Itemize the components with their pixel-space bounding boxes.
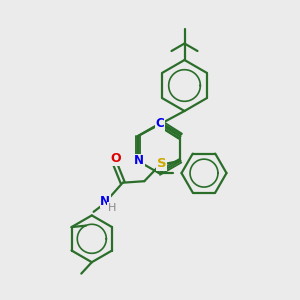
Text: O: O (110, 152, 121, 165)
Text: N: N (134, 154, 144, 167)
Text: N: N (100, 195, 110, 208)
Text: C: C (156, 117, 165, 130)
Text: H: H (108, 203, 116, 213)
Text: S: S (157, 157, 166, 170)
